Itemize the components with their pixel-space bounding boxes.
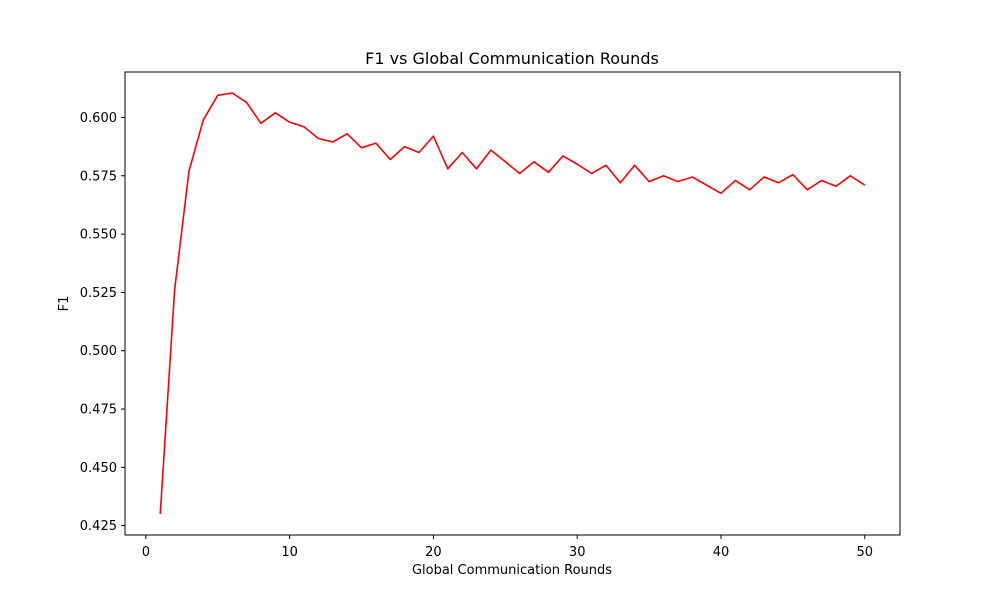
- y-tick-label: 0.550: [80, 228, 117, 243]
- y-tick-label: 0.500: [80, 344, 117, 359]
- x-axis-ticks: 0 10 20 30 40 50: [142, 535, 873, 560]
- y-tick-label: 0.425: [80, 519, 117, 534]
- y-tick-label: 0.575: [80, 169, 117, 184]
- x-axis-title: Global Communication Rounds: [412, 563, 612, 578]
- x-tick-label: 50: [856, 545, 873, 560]
- y-tick-label: 0.450: [80, 461, 117, 476]
- plot-frame: [124, 71, 901, 536]
- y-tick-label: 0.600: [80, 111, 117, 126]
- plot-content: [159, 92, 866, 515]
- y-axis-title: F1: [57, 296, 72, 312]
- x-tick-label: 0: [142, 545, 150, 560]
- y-tick-label: 0.525: [80, 286, 117, 301]
- y-axis-ticks: 0.425 0.450 0.475 0.500 0.525 0.550 0.575 0.600: [80, 111, 125, 534]
- series-line: [159, 92, 866, 515]
- x-tick-label: 30: [569, 545, 586, 560]
- x-tick-label: 20: [425, 545, 442, 560]
- chart-title: F1 vs Global Communication Rounds: [365, 49, 659, 68]
- x-tick-label: 10: [281, 545, 298, 560]
- y-tick-label: 0.475: [80, 403, 117, 418]
- x-tick-label: 40: [713, 545, 730, 560]
